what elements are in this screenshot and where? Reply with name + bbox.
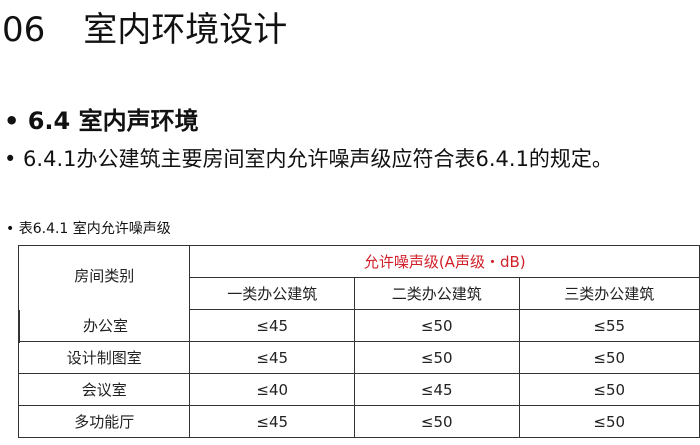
room-cell: 办公室 bbox=[19, 310, 191, 343]
group-header: 允许噪声级(A声级・dB) bbox=[189, 245, 700, 278]
table-row: 设计制图室 ≤45 ≤50 ≤50 bbox=[17, 341, 700, 374]
noise-table: 房间类别 允许噪声级(A声级・dB) 一类办公建筑 二类办公建筑 三类办公建筑 … bbox=[17, 245, 700, 438]
table-row: 会议室 ≤40 ≤45 ≤50 bbox=[17, 373, 700, 406]
room-header: 房间类别 bbox=[17, 245, 191, 342]
room-cell: 会议室 bbox=[17, 373, 191, 406]
cell: ≤45 bbox=[189, 309, 355, 342]
cell: ≤50 bbox=[518, 373, 700, 406]
cell: ≤50 bbox=[518, 341, 700, 374]
column-header: 三类办公建筑 bbox=[518, 277, 700, 310]
cell: ≤45 bbox=[189, 405, 355, 438]
paragraph: • 6.4.1办公建筑主要房间室内允许噪声级应符合表6.4.1的规定。 bbox=[4, 147, 613, 171]
column-header: 一类办公建筑 bbox=[189, 277, 355, 310]
cell: ≤50 bbox=[353, 405, 520, 438]
cell: ≤45 bbox=[189, 341, 355, 374]
column-header: 二类办公建筑 bbox=[353, 277, 520, 310]
chapter-number: 06 bbox=[2, 10, 46, 50]
cell: ≤50 bbox=[353, 309, 520, 342]
page-title: 06 室内环境设计 bbox=[2, 2, 287, 51]
cell: ≤50 bbox=[518, 405, 700, 438]
table-caption: • 表6.4.1 室内允许噪声级 bbox=[6, 221, 171, 237]
room-cell: 设计制图室 bbox=[17, 341, 191, 374]
cell: ≤55 bbox=[518, 309, 700, 342]
room-header-text: 房间类别 bbox=[74, 267, 135, 285]
table-row: 多功能厅 ≤45 ≤50 ≤50 bbox=[17, 405, 700, 438]
cell: ≤40 bbox=[189, 373, 355, 406]
section-heading: • 6.4 室内声环境 bbox=[4, 107, 199, 135]
room-cell: 多功能厅 bbox=[17, 405, 191, 438]
chapter-title: 室内环境设计 bbox=[83, 10, 288, 50]
cell: ≤45 bbox=[353, 373, 520, 406]
cell: ≤50 bbox=[353, 341, 520, 374]
